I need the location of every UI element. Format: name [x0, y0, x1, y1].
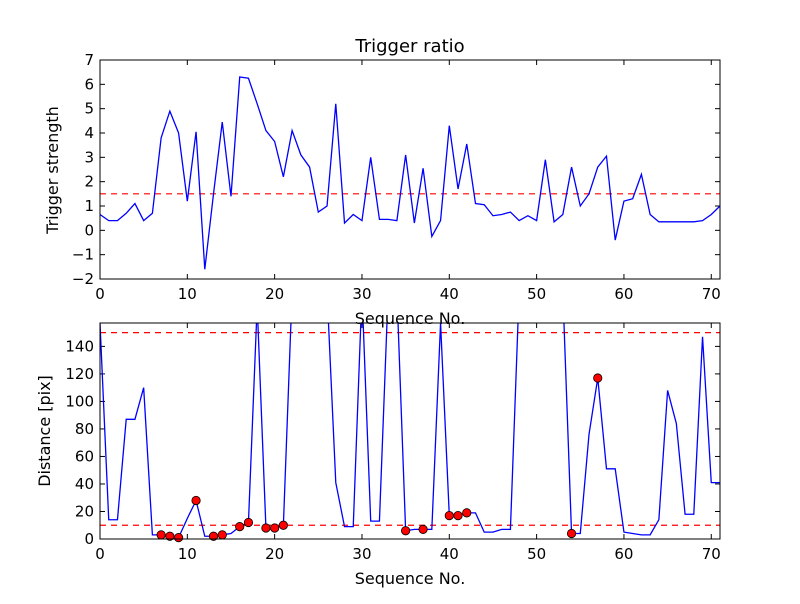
y-tick-label: 4: [84, 124, 94, 142]
y-tick-label: 120: [65, 365, 94, 383]
distance-marker-point: [270, 523, 280, 533]
x-tick-label: 60: [614, 545, 633, 563]
distance-markers: [156, 373, 603, 543]
distance-marker-point: [235, 522, 245, 532]
y-tick-label: 7: [84, 51, 94, 69]
y-tick-label: −2: [72, 270, 94, 288]
distance-threshold-lines: [100, 332, 720, 526]
bottom-tick-group: 0 10 20 30 40 50 60 70 0 20 40 60 80 100 120 140: [65, 323, 721, 563]
x-tick-label: 50: [527, 285, 546, 303]
trigger-ratio-panel: Trigger ratio 0 10 20 30 40 50 60 70 −2 −1 0 1 2 3 4 5 6…: [43, 36, 721, 328]
y-tick-label: 0: [84, 530, 94, 548]
x-tick-label: 30: [352, 545, 371, 563]
distance-marker-point: [243, 517, 254, 528]
distance-marker-point: [453, 511, 463, 521]
x-tick-label: 10: [178, 285, 197, 303]
y-tick-label: 80: [75, 420, 94, 438]
y-tick-label: 6: [84, 75, 94, 93]
y-tick-label: 3: [84, 148, 94, 166]
y-tick-label: 40: [75, 475, 94, 493]
top-tick-group: 0 10 20 30 40 50 60 70 −2 −1 0 1 2 3 4 5 6 7: [72, 51, 721, 303]
top-plot-frame: [99, 59, 721, 280]
x-tick-label: 60: [614, 285, 633, 303]
distance-marker-point: [173, 533, 184, 543]
distance-marker-point: [156, 530, 166, 540]
x-tick-label: 50: [527, 545, 546, 563]
distance-marker-point: [217, 530, 227, 540]
x-tick-label: 0: [95, 545, 105, 563]
distance-marker-point: [418, 524, 428, 534]
distance-marker-point: [191, 495, 201, 506]
trigger-strength-series: [99, 76, 721, 270]
distance-marker-point: [401, 526, 411, 536]
distance-marker-point: [566, 528, 577, 539]
y-tick-label: 2: [84, 173, 94, 191]
y-tick-label: 100: [65, 392, 94, 410]
top-x-axis-label: Sequence No.: [355, 309, 466, 328]
bottom-x-axis-label: Sequence No.: [355, 569, 466, 588]
top-y-axis-label: Trigger strength: [43, 106, 62, 235]
distance-marker-point: [593, 373, 603, 383]
y-tick-label: 5: [84, 100, 94, 118]
y-tick-label: 140: [65, 337, 94, 355]
x-tick-label: 20: [265, 545, 284, 563]
distance-marker-point: [278, 520, 288, 530]
distance-marker-point: [261, 523, 271, 533]
bottom-plot-frame: [99, 322, 721, 540]
y-tick-label: 20: [75, 502, 94, 520]
distance-marker-point: [208, 531, 219, 541]
distance-marker-point: [165, 531, 175, 541]
bottom-y-axis-label: Distance [pix]: [35, 375, 54, 487]
y-tick-label: 0: [84, 221, 94, 239]
x-tick-label: 40: [440, 285, 459, 303]
y-tick-label: 60: [75, 447, 94, 465]
x-tick-label: 0: [95, 285, 105, 303]
x-tick-label: 70: [702, 285, 721, 303]
x-tick-label: 10: [178, 545, 197, 563]
x-tick-label: 20: [265, 285, 284, 303]
distance-marker-point: [444, 511, 454, 521]
y-tick-label: 1: [84, 197, 94, 215]
chart-title: Trigger ratio: [354, 36, 464, 57]
x-tick-label: 70: [702, 545, 721, 563]
x-tick-label: 30: [352, 285, 371, 303]
x-tick-label: 40: [440, 545, 459, 563]
distance-marker-point: [462, 508, 472, 518]
y-tick-label: −1: [72, 246, 94, 264]
distance-panel: 0 10 20 30 40 50 60 70 0 20 40 60 80 100 120 140 Distan…: [35, 322, 721, 588]
